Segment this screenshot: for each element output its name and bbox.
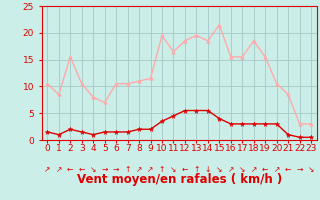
Text: ↘: ↘ <box>170 165 177 174</box>
Text: ↗: ↗ <box>251 165 257 174</box>
Text: →: → <box>101 165 108 174</box>
X-axis label: Vent moyen/en rafales ( km/h ): Vent moyen/en rafales ( km/h ) <box>76 173 282 186</box>
Text: ↗: ↗ <box>228 165 234 174</box>
Text: ↑: ↑ <box>159 165 165 174</box>
Text: ↗: ↗ <box>44 165 51 174</box>
Text: ↗: ↗ <box>56 165 62 174</box>
Text: ←: ← <box>182 165 188 174</box>
Text: ←: ← <box>262 165 268 174</box>
Text: →: → <box>296 165 303 174</box>
Text: ←: ← <box>78 165 85 174</box>
Text: →: → <box>113 165 119 174</box>
Text: ↗: ↗ <box>147 165 154 174</box>
Text: ↘: ↘ <box>216 165 222 174</box>
Text: ←: ← <box>67 165 74 174</box>
Text: ↘: ↘ <box>239 165 245 174</box>
Text: ↑: ↑ <box>124 165 131 174</box>
Text: ↗: ↗ <box>274 165 280 174</box>
Text: ↑: ↑ <box>193 165 200 174</box>
Text: ↘: ↘ <box>308 165 314 174</box>
Text: ←: ← <box>285 165 291 174</box>
Text: ↗: ↗ <box>136 165 142 174</box>
Text: ↓: ↓ <box>205 165 211 174</box>
Text: ↘: ↘ <box>90 165 96 174</box>
